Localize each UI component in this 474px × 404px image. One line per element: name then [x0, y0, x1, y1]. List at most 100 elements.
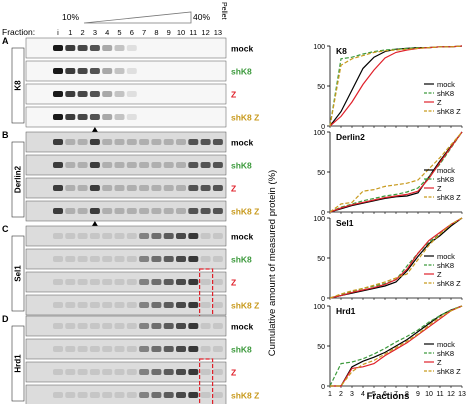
blot-band	[53, 162, 63, 168]
blot-band	[126, 114, 137, 120]
blot-strip	[25, 338, 227, 360]
blot-band	[163, 346, 174, 352]
fraction-label: 12	[201, 28, 209, 37]
blot-band	[163, 162, 174, 168]
series-line	[329, 131, 463, 213]
blot-band	[53, 114, 63, 120]
x-tick-label: 3	[350, 391, 354, 398]
blot-band	[114, 208, 125, 214]
blot-band	[77, 68, 88, 74]
blot-band	[176, 323, 186, 329]
legend-label: Z	[437, 184, 442, 193]
fraction-label: 9	[167, 28, 171, 37]
blot-band	[163, 233, 174, 239]
blot-band	[163, 369, 174, 375]
blot-band	[53, 302, 63, 308]
series-line	[329, 131, 463, 213]
blot-band	[200, 208, 211, 214]
blot-band	[188, 346, 199, 352]
blot-band	[151, 369, 162, 375]
protein-label-box	[11, 235, 25, 312]
blot-band	[102, 68, 113, 74]
y-tick-label: 0	[321, 296, 325, 303]
blot-band	[176, 392, 186, 398]
blot-band	[77, 302, 88, 308]
blot-band	[102, 185, 113, 191]
fraction-label: 7	[142, 28, 146, 37]
blot-band	[212, 302, 223, 308]
blot-band	[188, 208, 199, 214]
blot-band	[139, 208, 150, 214]
blot-band	[53, 208, 63, 214]
blot-strip	[25, 154, 227, 176]
row-label: shK8 Z	[231, 301, 259, 311]
series-line	[329, 217, 463, 299]
x-tick-label: 1	[328, 391, 332, 398]
blot-band	[102, 302, 113, 308]
blot-band	[89, 392, 100, 398]
blot-band	[77, 91, 88, 97]
panel-letter: C	[2, 224, 9, 234]
blot-band	[114, 114, 125, 120]
blot-band	[77, 208, 88, 214]
blot-band	[102, 45, 113, 51]
chart-title: Hrd1	[336, 306, 356, 316]
blot-band	[102, 114, 113, 120]
protein-label-box	[11, 47, 25, 124]
blot-band	[126, 233, 137, 239]
fraction-label: 13	[214, 28, 222, 37]
blot-band	[176, 233, 186, 239]
x-tick-label: 6	[383, 391, 387, 398]
blot-band	[114, 91, 125, 97]
protein-label: K8	[14, 80, 23, 91]
blot-band	[200, 162, 211, 168]
blot-band	[65, 91, 76, 97]
legend-label: shK8 Z	[437, 367, 461, 376]
blot-band	[89, 45, 100, 51]
blot-band	[139, 369, 150, 375]
blot-band	[188, 369, 199, 375]
blot-band	[188, 392, 199, 398]
blot-band	[53, 369, 63, 375]
x-tick-label: 4	[361, 391, 365, 398]
y-tick-label: 0	[321, 210, 325, 217]
blot-band	[114, 346, 125, 352]
blot-band	[65, 256, 76, 262]
blot-band	[53, 139, 63, 145]
blot-band	[114, 279, 125, 285]
blot-band	[53, 91, 63, 97]
blot-band	[163, 185, 174, 191]
legend-label: shK8 Z	[437, 193, 461, 202]
fraction-label: i	[57, 28, 59, 37]
blot-band	[188, 256, 199, 262]
fraction-label: 3	[93, 28, 97, 37]
blot-band	[188, 185, 199, 191]
blot-strip	[25, 177, 227, 199]
x-tick-label: 9	[416, 391, 420, 398]
blot-band	[126, 45, 137, 51]
legend-label: Z	[437, 98, 442, 107]
blot-band	[151, 279, 162, 285]
blot-band	[89, 279, 100, 285]
blot-band	[188, 279, 199, 285]
legend-label: shK8 Z	[437, 279, 461, 288]
y-tick-label: 100	[313, 216, 325, 223]
blot-strip	[25, 131, 227, 153]
blot-band	[126, 208, 137, 214]
blot-band	[53, 346, 63, 352]
blot-band	[212, 208, 223, 214]
blot-band	[139, 323, 150, 329]
blot-band	[151, 302, 162, 308]
blot-band	[151, 323, 162, 329]
blot-band	[126, 185, 137, 191]
blot-band	[188, 302, 199, 308]
blot-band	[53, 256, 63, 262]
legend-label: Z	[437, 358, 442, 367]
blot-band	[126, 346, 137, 352]
fraction-label: 10	[177, 28, 185, 37]
